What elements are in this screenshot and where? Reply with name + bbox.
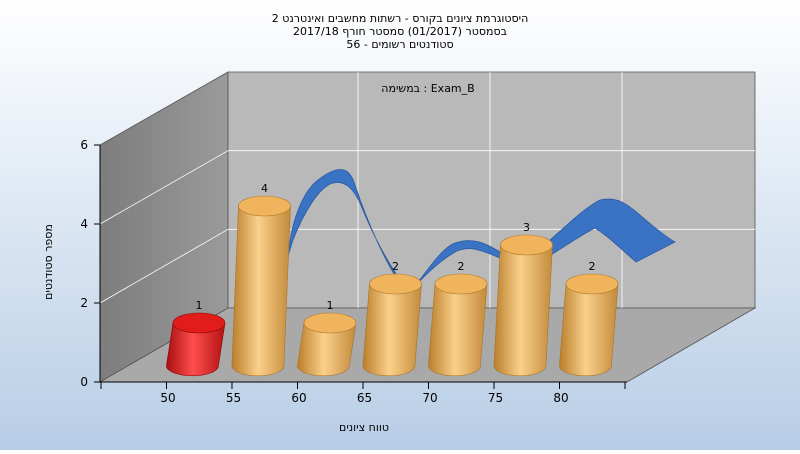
bar-value-label: 4 [261,182,268,195]
bar-body [493,244,553,377]
bar-body [166,322,226,377]
bar-top [303,312,357,334]
bar-top [172,312,226,334]
chart-title-line-1: היסטוגרמת ציונים בקורס - רשתות מחשבים וא… [272,12,529,25]
y-tick-label: 6 [80,138,88,152]
chart-title-line-3: סטודנטים רשומים - 56 [346,38,453,51]
x-axis-title: טווח ציונים [339,421,389,434]
bar-top [238,195,291,217]
bar-body [428,283,488,377]
bar: 2 [428,260,488,377]
y-axis-title: מספר סטודנטים [42,224,55,300]
bar-body [559,283,619,377]
bar-body [231,205,291,377]
bar-top [434,273,488,295]
x-tick-label: 65 [357,391,372,405]
bar: 2 [559,260,619,377]
x-tick-label: 70 [422,391,437,405]
bar: 3 [493,221,553,377]
x-tick-label: 55 [226,391,241,405]
y-tick-label: 4 [80,217,88,231]
bar: 4 [231,182,291,377]
y-axis-ticks: 0 2 4 6 [80,138,100,389]
bar-top [369,273,422,295]
bar-value-label: 1 [196,299,203,312]
grid-lines [99,72,755,308]
x-tick-label: 50 [160,391,175,405]
x-tick-label: 75 [488,391,503,405]
bar-value-label: 1 [327,299,334,312]
bar-value-label: 3 [523,221,530,234]
x-tick-label: 80 [553,391,568,405]
bar-body [297,322,357,377]
chart-subtitle: במשימה : Exam_B [381,82,474,95]
bar: 1 [297,299,357,377]
bar-top [565,273,619,295]
chart-title-line-2: בסמסטר (01/2017) סמסטר חורף 2017/18 [293,25,507,38]
bar-body [362,283,422,377]
bar-highlighted: 1 [166,299,226,377]
bar-value-label: 2 [392,260,399,273]
grid-line-left [99,228,229,304]
x-tick-label: 60 [291,391,306,405]
x-axis-ticks: 50 55 60 65 70 75 80 [100,382,626,405]
bar: 2 [362,260,422,377]
bar-value-label: 2 [589,260,596,273]
y-tick-label: 2 [80,296,88,310]
grid-line-left [99,150,229,225]
bars: 1 4 1 2 2 3 2 [166,182,619,377]
bar-value-label: 2 [458,260,465,273]
y-tick-label: 0 [80,375,88,389]
back-wall [227,71,756,309]
bar-top [500,234,553,256]
